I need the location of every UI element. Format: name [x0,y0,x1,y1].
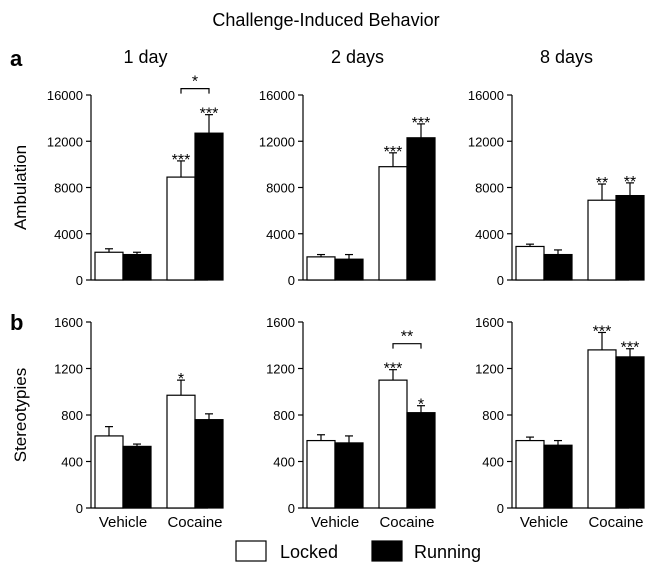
y-tick-label: 1200 [54,362,83,377]
significance-marker: *** [384,361,403,378]
legend: Locked Running [235,540,481,562]
y-tick-label: 8000 [475,181,504,196]
bar-locked-vehicle [306,256,336,281]
y-tick-label: 1600 [266,315,295,330]
row-label-b: b [10,310,23,335]
significance-marker: *** [412,115,431,132]
y-tick-label: 400 [273,455,295,470]
y-tick-label: 0 [288,501,295,516]
panel-a-2: 0 4000 8000 12000 16000 2 days *** *** [259,47,436,288]
y-tick-label: 12000 [47,134,83,149]
figure-title: Challenge-Induced Behavior [212,10,439,30]
bar-locked-vehicle [515,439,545,509]
y-tick-label: 0 [76,273,83,288]
bar-locked-cocaine [587,349,617,509]
bar-locked-cocaine [166,394,196,509]
x-tick-label: Vehicle [99,514,147,531]
bar-running-vehicle [122,253,152,281]
y-tick-label: 400 [482,455,504,470]
bar-locked-vehicle [306,439,336,509]
bracket-marker: * [192,74,198,91]
x-tick-label: Cocaine [167,514,222,531]
comparison-bracket [180,88,210,94]
y-tick-label: 1200 [475,362,504,377]
x-tick-label: Cocaine [379,514,434,531]
y-tick-label: 0 [497,273,504,288]
panel-b-1: 0 400 800 1200 1600 Stereotypies Vehicle Cocain… [11,315,224,531]
comparison-bracket [392,343,422,349]
significance-marker: ** [624,174,636,191]
y-tick-label: 8000 [266,181,295,196]
x-tick-label: Cocaine [588,514,643,531]
bar-running-vehicle [543,253,573,281]
panel-title: 2 days [331,47,384,67]
significance-marker: * [418,397,424,414]
y-tick-label: 1600 [475,315,504,330]
bar-running-cocaine [194,419,224,509]
bar-locked-cocaine [166,176,196,281]
y-tick-label: 16000 [47,88,83,103]
y-tick-label: 400 [61,455,83,470]
panel-b-3: 0 400 800 1200 1600 Vehicle Cocaine *** *** [475,315,645,531]
y-tick-label: 4000 [54,227,83,242]
bar-locked-vehicle [515,245,545,281]
y-tick-label: 1600 [54,315,83,330]
legend-swatch-locked [235,540,267,562]
y-tick-label: 800 [482,408,504,423]
bar-locked-vehicle [94,435,124,509]
y-tick-label: 1200 [266,362,295,377]
bar-running-cocaine [615,356,645,509]
significance-marker: * [178,371,184,388]
significance-marker: *** [593,323,612,340]
significance-marker: *** [172,152,191,169]
panel-a-3: 0 4000 8000 12000 16000 8 days ** ** [468,47,645,288]
bar-locked-vehicle [94,251,124,281]
y-tick-label: 12000 [468,134,504,149]
bar-locked-cocaine [587,199,617,281]
y-tick-label: 0 [497,501,504,516]
panel-title: 1 day [123,47,167,67]
y-tick-label: 0 [288,273,295,288]
significance-marker: *** [384,144,403,161]
bar-locked-cocaine [378,166,408,281]
y-tick-label: 16000 [259,88,295,103]
legend-label-running: Running [414,542,481,562]
y-tick-label: 4000 [266,227,295,242]
legend-swatch-running [371,540,403,562]
panel-title: 8 days [540,47,593,67]
bar-running-cocaine [615,194,645,281]
y-axis-label: Stereotypies [11,368,30,463]
y-tick-label: 800 [273,408,295,423]
y-axis-label: Ambulation [11,145,30,230]
bar-running-vehicle [334,258,364,281]
bar-running-vehicle [543,444,573,509]
y-tick-label: 4000 [475,227,504,242]
y-tick-label: 8000 [54,181,83,196]
x-tick-label: Vehicle [311,514,359,531]
bar-running-vehicle [122,445,152,509]
bar-running-vehicle [334,442,364,509]
y-tick-label: 16000 [468,88,504,103]
bar-locked-cocaine [378,379,408,509]
significance-marker: *** [200,106,219,123]
y-tick-label: 12000 [259,134,295,149]
y-tick-label: 0 [76,501,83,516]
bar-running-cocaine [406,412,436,509]
legend-label-locked: Locked [280,542,338,562]
significance-marker: *** [621,340,640,357]
row-label-a: a [10,46,23,71]
y-tick-label: 800 [61,408,83,423]
bar-running-cocaine [194,132,224,281]
x-tick-label: Vehicle [520,514,568,531]
bracket-marker: ** [401,329,413,346]
significance-marker: ** [596,175,608,192]
bar-running-cocaine [406,137,436,281]
